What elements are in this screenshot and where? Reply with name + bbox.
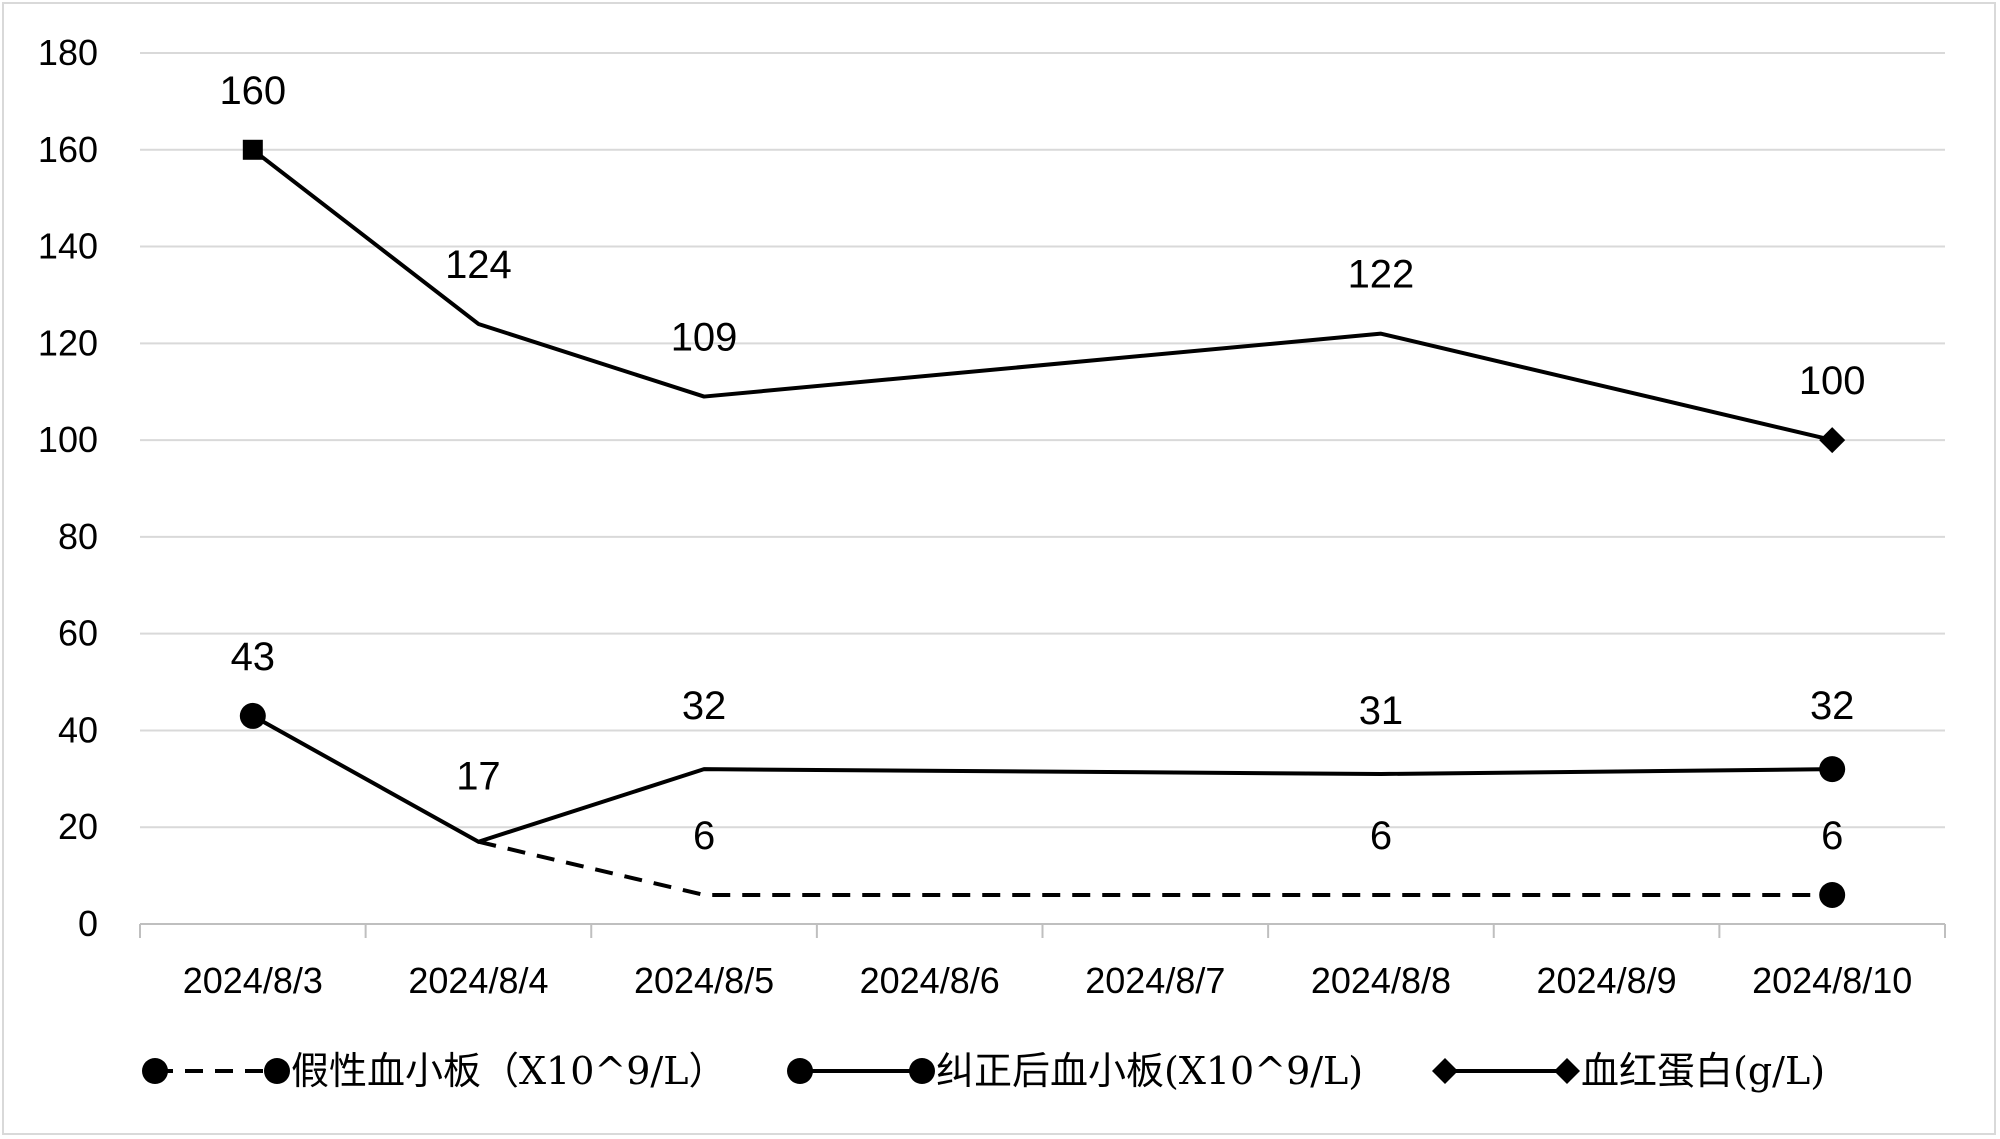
legend-label: 假性血小板（X10^9/L） <box>291 1049 726 1093</box>
series-line <box>251 148 1833 443</box>
y-tick-label: 60 <box>58 613 98 654</box>
data-label: 32 <box>682 684 727 728</box>
legend: 假性血小板（X10^9/L） 纠正后血小板(X10^9/L) 血红蛋白(g/L) <box>142 1049 1825 1093</box>
data-label: 17 <box>456 755 501 799</box>
y-tick-label: 80 <box>58 516 98 557</box>
y-tick-label: 140 <box>38 226 98 267</box>
data-label: 31 <box>1359 689 1404 733</box>
y-tick-label: 100 <box>38 419 98 460</box>
data-point-square <box>242 139 263 160</box>
x-tick-label: 2024/8/3 <box>183 960 323 1001</box>
data-label: 6 <box>1370 814 1392 858</box>
legend-marker-circle <box>787 1058 813 1084</box>
data-label: 160 <box>219 69 286 113</box>
y-tick-label: 160 <box>38 129 98 170</box>
series-line <box>251 714 1833 844</box>
data-point-circle <box>1819 881 1846 908</box>
x-tick-label: 2024/8/7 <box>1085 960 1225 1001</box>
legend-item-2: 血红蛋白(g/L) <box>1432 1049 1825 1093</box>
legend-marker-circle <box>909 1058 935 1084</box>
legend-item-0: 假性血小板（X10^9/L） <box>142 1049 726 1093</box>
x-tick-label: 2024/8/9 <box>1536 960 1676 1001</box>
x-tick-label: 2024/8/8 <box>1311 960 1451 1001</box>
y-tick-label: 0 <box>78 903 98 944</box>
series-2 <box>242 139 1846 454</box>
x-tick-label: 2024/8/10 <box>1752 960 1912 1001</box>
data-point-circle <box>239 702 266 729</box>
series-group <box>239 139 1846 908</box>
data-label: 124 <box>445 243 512 287</box>
series-1 <box>239 702 1846 844</box>
data-labels: 6 6 6 43 17 32 31 32 160 124 109 122 100 <box>219 69 1865 858</box>
y-tick-label: 180 <box>38 32 98 73</box>
legend-marker-diamond <box>1554 1058 1580 1084</box>
data-label: 32 <box>1810 684 1855 728</box>
legend-item-1: 纠正后血小板(X10^9/L) <box>787 1049 1363 1093</box>
series-line <box>477 839 1833 897</box>
axes: 0 20 40 60 80 100 120 140 160 180 2024/8/3 2024/8/4… <box>38 32 1946 1001</box>
gridlines <box>140 52 1945 829</box>
data-label: 6 <box>693 814 715 858</box>
legend-label: 血红蛋白(g/L) <box>1581 1049 1825 1093</box>
x-tick-label: 2024/8/4 <box>408 960 548 1001</box>
y-tick-label: 120 <box>38 322 98 363</box>
data-point-circle <box>1819 756 1846 783</box>
data-label: 100 <box>1799 359 1866 403</box>
data-label: 122 <box>1348 253 1415 297</box>
y-tick-label: 40 <box>58 709 98 750</box>
legend-marker-circle <box>264 1058 290 1084</box>
x-tick-label: 2024/8/5 <box>634 960 774 1001</box>
x-tick-label: 2024/8/6 <box>860 960 1000 1001</box>
legend-marker-circle <box>142 1058 168 1084</box>
legend-label: 纠正后血小板(X10^9/L) <box>936 1049 1363 1093</box>
legend-marker-diamond <box>1432 1058 1458 1084</box>
data-label: 43 <box>231 635 276 679</box>
data-label: 6 <box>1821 814 1843 858</box>
y-tick-label: 20 <box>58 806 98 847</box>
data-label: 109 <box>671 316 738 360</box>
series-0 <box>477 839 1846 908</box>
data-point-diamond <box>1819 427 1846 454</box>
